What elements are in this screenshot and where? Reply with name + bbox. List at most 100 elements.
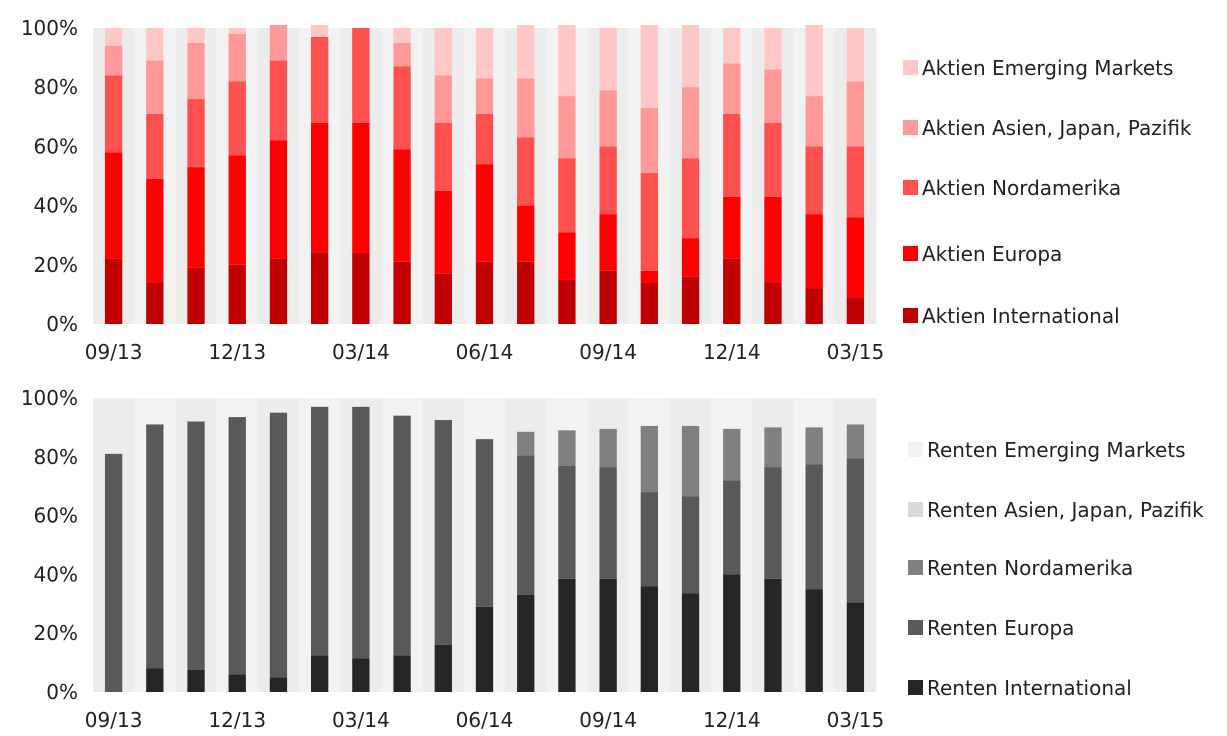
aktien-bar-segment-4 [599, 90, 617, 147]
aktien-bar-segment-5 [805, 25, 823, 97]
renten-bar-segment-1 [393, 655, 411, 692]
aktien-bar-segment-1 [352, 252, 370, 324]
aktien-bar-segment-1 [269, 258, 288, 324]
legend-swatch [908, 442, 923, 457]
renten-bar-segment-1 [311, 655, 329, 692]
renten-bar-segment-2 [764, 467, 782, 579]
aktien-bar-segment-2 [352, 122, 370, 253]
aktien-bar-segment-4 [640, 107, 658, 174]
legend-swatch [908, 620, 923, 635]
renten-bar-segment-2 [723, 480, 741, 575]
aktien-bar-segment-4 [764, 69, 782, 123]
legend-swatch [903, 180, 918, 195]
x-tick-label: 12/14 [703, 708, 761, 732]
aktien-bar-segment-3 [805, 146, 823, 215]
aktien-bar-segment-2 [146, 178, 164, 283]
aktien-bar-segment-3 [558, 158, 576, 233]
x-tick-label: 03/14 [332, 708, 390, 732]
renten-bar-segment-3 [764, 427, 782, 468]
aktien-bar-segment-3 [311, 36, 329, 123]
aktien-bar-segment-1 [846, 297, 865, 324]
aktien-bar-segment-2 [805, 214, 823, 289]
aktien-bar-segment-4 [558, 96, 576, 159]
renten-bar-segment-2 [146, 424, 164, 669]
legend-entry: Aktien Nordamerika [922, 176, 1121, 200]
aktien-bar-segment-5 [681, 25, 700, 88]
aktien-bar-segment-2 [599, 214, 617, 271]
aktien-bar-segment-3 [269, 60, 288, 141]
aktien-bar-segment-4 [805, 96, 823, 147]
renten-bar-segment-2 [681, 496, 700, 594]
aktien-bar-segment-5 [764, 28, 782, 70]
renten-bar-segment-1 [517, 594, 535, 692]
y-tick-label: 60% [34, 134, 78, 158]
renten-bar-segment-1 [228, 674, 246, 692]
aktien-bar-segment-5 [104, 28, 123, 46]
renten-bar-segment-2 [187, 421, 205, 670]
renten-bar-segment-2 [352, 406, 370, 659]
x-tick-label: 06/14 [456, 708, 514, 732]
aktien-bar-segment-2 [393, 149, 411, 262]
x-tick-label: 09/14 [579, 340, 637, 364]
renten-bar-segment-2 [434, 420, 452, 645]
aktien-bar-segment-4 [475, 78, 494, 114]
renten-bar-segment-1 [723, 574, 741, 692]
aktien-bar-segment-5 [475, 28, 494, 79]
renten-chart: 0% 20% 40% 60% 80% 100% 09/13 12/13 03/14 06/14 09… [21, 386, 1204, 732]
renten-bar-segment-3 [681, 425, 700, 497]
aktien-bar-segment-2 [269, 140, 288, 259]
renten-bar-segment-3 [805, 427, 823, 465]
aktien-bar-segment-4 [269, 25, 288, 61]
renten-bar-segment-1 [475, 606, 494, 692]
aktien-bar-segment-2 [228, 155, 246, 265]
y-tick-label: 80% [34, 75, 78, 99]
aktien-bar-segment-1 [517, 261, 535, 324]
aktien-bar-segment-4 [846, 81, 865, 147]
aktien-bar-segment-2 [764, 196, 782, 283]
renten-bar-segment-2 [475, 439, 494, 607]
aktien-bar-segment-3 [104, 75, 123, 153]
y-tick-label: 60% [34, 504, 78, 528]
aktien-bar-segment-4 [187, 42, 205, 100]
renten-bar-segment-1 [269, 677, 288, 692]
y-tick-label: 40% [34, 562, 78, 586]
legend-entry: Aktien Europa [922, 242, 1062, 266]
aktien-bar-segment-5 [393, 28, 411, 43]
renten-bar-segment-3 [558, 430, 576, 466]
legend-swatch [903, 308, 918, 323]
aktien-bar-segment-1 [434, 273, 452, 324]
aktien-bar-segment-1 [681, 276, 700, 324]
legend-entry: Aktien Emerging Markets [922, 56, 1173, 80]
aktien-bar-segment-3 [599, 146, 617, 215]
aktien-bar-segment-5 [228, 28, 246, 34]
renten-bar-segment-3 [517, 431, 535, 456]
x-tick-label: 12/13 [208, 340, 266, 364]
aktien-bar-segment-5 [311, 25, 329, 37]
renten-bar-segment-1 [681, 593, 700, 692]
renten-bar-segment-1 [146, 668, 164, 692]
aktien-bar-segment-4 [146, 60, 164, 114]
x-tick-label: 09/13 [85, 708, 143, 732]
renten-bar-segment-2 [393, 415, 411, 656]
y-tick-label: 20% [34, 621, 78, 645]
aktien-bar-segment-1 [599, 270, 617, 324]
renten-bar-segment-1 [640, 586, 658, 692]
y-tick-label: 80% [34, 445, 78, 469]
legend-entry: Renten Asien, Japan, Pazifik [927, 498, 1204, 522]
aktien-bar-segment-3 [146, 113, 164, 179]
aktien-bar-segment-3 [434, 122, 452, 191]
renten-bar-segment-2 [805, 464, 823, 590]
y-tick-label: 0% [46, 312, 78, 336]
aktien-bar-segment-2 [681, 238, 700, 277]
renten-bar-segment-2 [640, 492, 658, 587]
aktien-bar-segment-1 [228, 264, 246, 324]
aktien-bar-segment-5 [187, 28, 205, 43]
x-tick-label: 09/14 [579, 708, 637, 732]
aktien-bar-segment-5 [517, 25, 535, 79]
aktien-bar-segment-3 [187, 99, 205, 168]
aktien-bar-segment-5 [640, 25, 658, 108]
aktien-bar-segment-3 [228, 81, 246, 156]
y-tick-label: 40% [34, 194, 78, 218]
renten-bar-segment-3 [599, 428, 617, 468]
renten-bar-segment-2 [599, 467, 617, 579]
